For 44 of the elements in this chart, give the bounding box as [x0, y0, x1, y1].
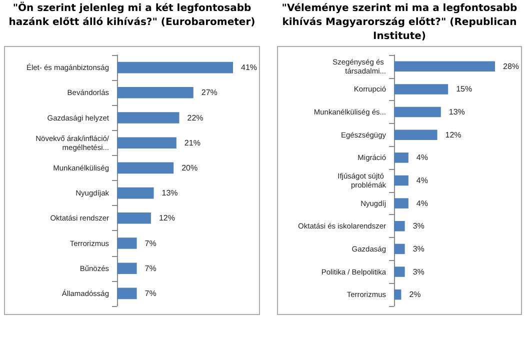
data-label: 2%: [409, 290, 421, 300]
data-label: 12%: [158, 214, 175, 223]
bar: [394, 84, 448, 94]
data-label: 3%: [412, 267, 424, 276]
data-label: 3%: [412, 244, 424, 254]
bar: [117, 288, 137, 300]
data-label: 21%: [184, 138, 200, 148]
bar: [394, 266, 405, 277]
data-label: 3%: [412, 222, 424, 231]
bar: [117, 87, 194, 98]
bar: [394, 130, 438, 140]
data-label: 15%: [456, 84, 472, 94]
bar: [117, 62, 233, 74]
data-label: 27%: [201, 88, 218, 98]
data-label: 7%: [144, 288, 156, 298]
bar: [394, 152, 408, 163]
bar: [117, 112, 180, 124]
data-label: 4%: [416, 153, 428, 162]
data-label: 4%: [416, 198, 428, 208]
bar: [394, 198, 408, 208]
data-label: 4%: [416, 176, 428, 185]
bar: [117, 238, 137, 249]
data-label: 41%: [241, 63, 258, 72]
bar: [117, 162, 174, 174]
bar: [394, 61, 495, 72]
chart-title: "Ön szerint jelenleg mi a két legfontosabb hazánk előtt álló kihívás?" (Eurobarometer): [8, 2, 256, 30]
bar: [117, 262, 137, 274]
data-label: 20%: [182, 163, 198, 172]
data-label: 7%: [144, 238, 156, 248]
bar: [394, 244, 405, 254]
bar: [394, 106, 441, 118]
bar: [117, 137, 176, 148]
bar: [394, 175, 408, 186]
data-label: 28%: [503, 62, 520, 71]
bar: [394, 221, 405, 232]
data-label: 22%: [187, 113, 204, 122]
chart-title: "Véleménye szerint mi ma a legfontosabb kihívás Magyarország előtt?" (Republican Institute): [280, 2, 518, 44]
bar: [117, 212, 151, 224]
bar: [117, 187, 154, 199]
data-label: 13%: [162, 188, 178, 198]
bar: [394, 289, 402, 300]
data-label: 7%: [144, 264, 156, 273]
data-label: 12%: [445, 130, 462, 140]
data-label: 13%: [448, 108, 465, 117]
